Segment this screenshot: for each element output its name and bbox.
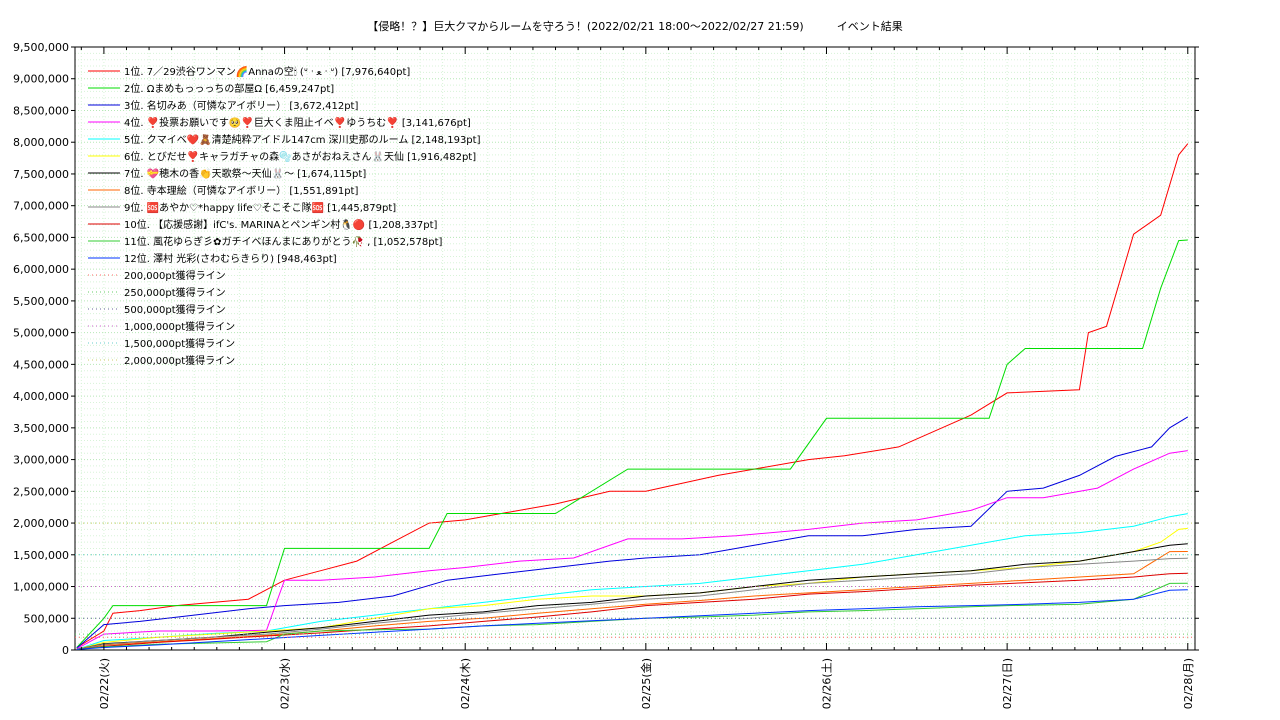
axis-layer: 0 500,000 1,000,000 1,500,000 2,000,000 2,500… bbox=[13, 41, 1199, 709]
y-tick-label: 1,000,000 bbox=[13, 581, 69, 594]
y-tick-label: 8,500,000 bbox=[13, 104, 69, 117]
x-tick-label: 02/26(土) bbox=[820, 658, 833, 709]
legend-label-18: 2,000,000pt獲得ライン bbox=[124, 354, 235, 367]
legend-label-4: 4位. ❣️投票お願いです🥺❣️巨大くま阻止イベ❣️ゆうちむ❣️ [3,141,… bbox=[124, 116, 471, 129]
legend-label-8: 8位. 寺本理絵（可憐なアイボリー） [1,551,891pt] bbox=[124, 184, 358, 197]
y-tick-label: 7,000,000 bbox=[13, 200, 69, 213]
legend-label-13: 200,000pt獲得ライン bbox=[124, 269, 226, 282]
x-tick-label: 02/22(火) bbox=[98, 658, 111, 709]
legend-label-14: 250,000pt獲得ライン bbox=[124, 286, 226, 299]
x-tick-label: 02/25(金) bbox=[639, 658, 653, 709]
y-tick-label: 9,500,000 bbox=[13, 41, 69, 54]
x-tick-label: 02/28(月) bbox=[1182, 658, 1195, 709]
y-tick-label: 2,000,000 bbox=[13, 517, 69, 530]
y-tick-label: 6,500,000 bbox=[13, 231, 69, 244]
series-line-9 bbox=[76, 557, 1188, 650]
series-line-5 bbox=[76, 513, 1188, 650]
legend-label-15: 500,000pt獲得ライン bbox=[124, 303, 226, 316]
y-tick-label: 4,500,000 bbox=[13, 358, 69, 371]
chart-title: 【侵略！？】巨大クマからルームを守ろう！(2022/02/21 18:00～20… bbox=[367, 20, 903, 33]
legend-label-16: 1,000,000pt獲得ライン bbox=[124, 320, 235, 333]
y-tick-label: 5,000,000 bbox=[13, 327, 69, 340]
legend-label-11: 11位. 風花ゆらぎ彡✿ガチイベほんまにありがとう🥀 , [1,052,578p… bbox=[124, 235, 443, 248]
y-tick-label: 8,000,000 bbox=[13, 136, 69, 149]
y-tick-label: 500,000 bbox=[24, 612, 70, 625]
legend-label-2: 2位. Ωまめもっっっちの部屋Ω [6,459,247pt] bbox=[124, 82, 334, 95]
y-tick-label: 4,000,000 bbox=[13, 390, 69, 403]
x-tick-label: 02/27(日) bbox=[1001, 658, 1014, 709]
legend-label-1: 1位. 7／29渋谷ワンマン🌈Annaの空🕯︎ (⁠ᐡ⁠ ⁠ᐧ ⁠ﻌ⁠ ⁠ᐧ⁠ … bbox=[124, 65, 410, 78]
series-layer bbox=[75, 143, 1195, 650]
y-tick-label: 3,500,000 bbox=[13, 422, 69, 435]
legend-label-3: 3位. 名切みあ（可憐なアイボリー） [3,672,412pt] bbox=[124, 99, 358, 112]
series-line-8 bbox=[76, 551, 1188, 650]
plot-frame bbox=[74, 46, 1196, 651]
series-line-3 bbox=[76, 416, 1189, 649]
legend: 1位. 7／29渋谷ワンマン🌈Annaの空🕯︎ (⁠ᐡ⁠ ⁠ᐧ ⁠ﻌ⁠ ⁠ᐧ⁠ … bbox=[88, 65, 481, 367]
series-line-4 bbox=[76, 450, 1188, 650]
legend-label-12: 12位. 澤村 光彩(さわむらきらり) [948,463pt] bbox=[124, 252, 337, 265]
series-line-2 bbox=[76, 239, 1188, 648]
legend-label-17: 1,500,000pt獲得ライン bbox=[124, 337, 235, 350]
series-line-10 bbox=[76, 572, 1188, 650]
x-tick-label: 02/23(水) bbox=[279, 658, 292, 709]
grid-layer bbox=[75, 46, 1195, 651]
y-tick-label: 1,500,000 bbox=[13, 549, 69, 562]
x-tick-label: 02/24(木) bbox=[459, 658, 472, 709]
series-line-1 bbox=[76, 143, 1189, 648]
y-tick-label: 3,000,000 bbox=[13, 454, 69, 467]
legend-label-5: 5位. クマイベ❤️🧸清楚純粋アイドル147cm 深川史那のルーム [2,148… bbox=[124, 133, 481, 146]
series-line-12 bbox=[76, 589, 1188, 650]
y-tick-label: 9,000,000 bbox=[13, 73, 69, 86]
y-tick-label: 2,500,000 bbox=[13, 485, 69, 498]
y-tick-label: 7,500,000 bbox=[13, 168, 69, 181]
y-tick-label: 6,000,000 bbox=[13, 263, 69, 276]
y-tick-label: 0 bbox=[62, 644, 69, 657]
series-line-7 bbox=[76, 543, 1188, 650]
legend-label-6: 6位. とびだせ❣️キャラガチャの森🫧あさがおねえさん🐰天仙 [1,916,48… bbox=[124, 150, 476, 163]
legend-label-9: 9位. 🆘あやか♡*happy life♡そこそこ隊🆘 [1,445,879pt… bbox=[124, 201, 396, 214]
y-tick-label: 5,500,000 bbox=[13, 295, 69, 308]
legend-label-7: 7位. 💝穂木の香👏天歌祭〜天仙🐰〜 [1,674,115pt] bbox=[124, 167, 366, 180]
legend-label-10: 10位. 【応援感謝】ifC's. MARINAとペンギン村🐧🔴 [1,208,… bbox=[124, 218, 438, 231]
